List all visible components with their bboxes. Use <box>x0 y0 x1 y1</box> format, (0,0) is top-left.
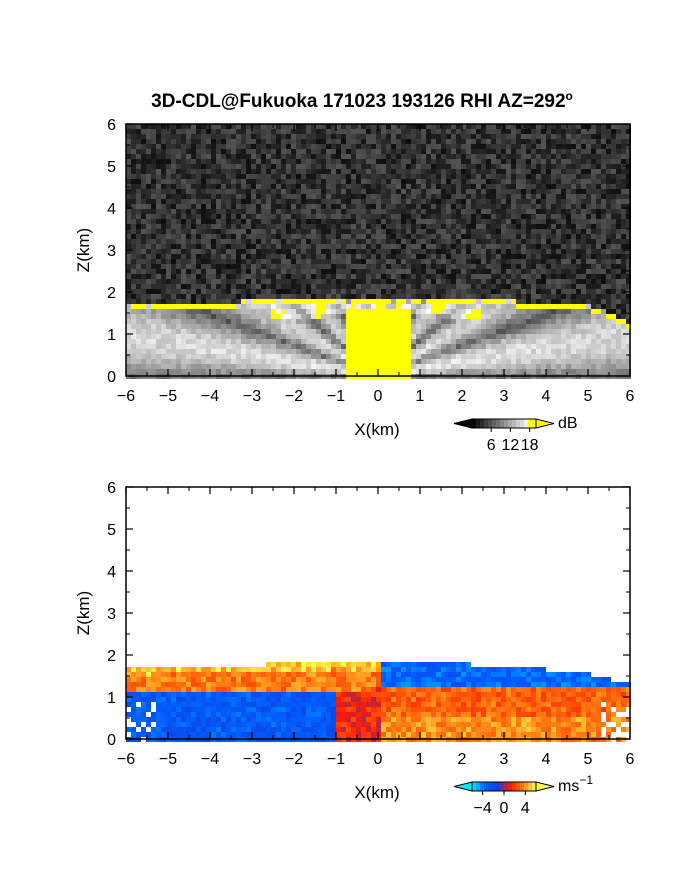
colorbar: −4 0 4 ms−1 <box>453 773 593 817</box>
colorbar: 6 12 18 dB <box>453 415 578 454</box>
colorbar-low-arrow <box>453 781 473 792</box>
x-tick-label: 2 <box>458 751 467 768</box>
axis-ticks <box>125 123 631 377</box>
x-tick-label: −3 <box>243 751 261 768</box>
y-tick-label: 5 <box>107 159 116 176</box>
x-tick-label: 6 <box>626 388 635 405</box>
x-tick-label: −1 <box>327 751 345 768</box>
backscatter-field <box>126 124 631 379</box>
colorbar-unit: ms−1 <box>558 773 593 795</box>
y-axis-label: Z(km) <box>74 228 93 272</box>
y-tick-label: 2 <box>107 648 116 665</box>
x-tick-label: 1 <box>416 388 425 405</box>
colorbar-high-arrow <box>535 781 555 792</box>
colorbar-high-arrow <box>535 418 555 429</box>
colorbar-tick-label: 4 <box>521 800 530 817</box>
colorbar-tick-label: −4 <box>474 800 492 817</box>
colorbar-tick-label: 12 <box>502 437 520 454</box>
x-axis-label: X(km) <box>354 783 399 802</box>
y-tick-label: 4 <box>107 201 116 218</box>
x-tick-label: −3 <box>243 388 261 405</box>
velocity-field <box>126 662 631 742</box>
x-tick-label: 3 <box>500 751 509 768</box>
y-tick-label: 5 <box>107 522 116 539</box>
x-axis-label: X(km) <box>354 420 399 439</box>
x-tick-label: 0 <box>374 751 383 768</box>
y-tick-label: 2 <box>107 285 116 302</box>
y-tick-label: 1 <box>107 327 116 344</box>
x-tick-label: 5 <box>584 388 593 405</box>
x-tick-label: −2 <box>285 388 303 405</box>
x-tick-label: −5 <box>159 388 177 405</box>
y-tick-label: 1 <box>107 690 116 707</box>
x-tick-label: 6 <box>626 751 635 768</box>
x-tick-label: −5 <box>159 751 177 768</box>
x-tick-label: −6 <box>117 388 135 405</box>
y-tick-label: 3 <box>107 243 116 260</box>
colorbar-unit: dB <box>558 415 578 432</box>
figure-title: 3D-CDL@Fukuoka 171023 193126 RHI AZ=292o <box>151 89 573 112</box>
colorbar-tick-label: 18 <box>521 437 539 454</box>
x-tick-label: −4 <box>201 751 219 768</box>
x-tick-label: 2 <box>458 388 467 405</box>
x-tick-label: 4 <box>542 388 551 405</box>
x-tick-label: −1 <box>327 388 345 405</box>
x-tick-label: 1 <box>416 751 425 768</box>
x-tick-label: 0 <box>374 388 383 405</box>
colorbar-tick-label: 0 <box>500 800 509 817</box>
axis-ticks <box>125 486 631 740</box>
x-tick-label: 4 <box>542 751 551 768</box>
y-tick-label: 0 <box>107 369 116 386</box>
y-tick-label: 6 <box>107 480 116 497</box>
x-tick-label: −4 <box>201 388 219 405</box>
x-tick-label: 5 <box>584 751 593 768</box>
colorbar-low-arrow <box>453 418 473 429</box>
y-tick-label: 6 <box>107 117 116 134</box>
y-axis-label: Z(km) <box>74 591 93 635</box>
colorbar-tick-label: 6 <box>487 437 496 454</box>
y-tick-label: 3 <box>107 606 116 623</box>
y-tick-label: 4 <box>107 564 116 581</box>
x-tick-label: 3 <box>500 388 509 405</box>
x-tick-label: −6 <box>117 751 135 768</box>
y-tick-label: 0 <box>107 732 116 749</box>
x-tick-label: −2 <box>285 751 303 768</box>
